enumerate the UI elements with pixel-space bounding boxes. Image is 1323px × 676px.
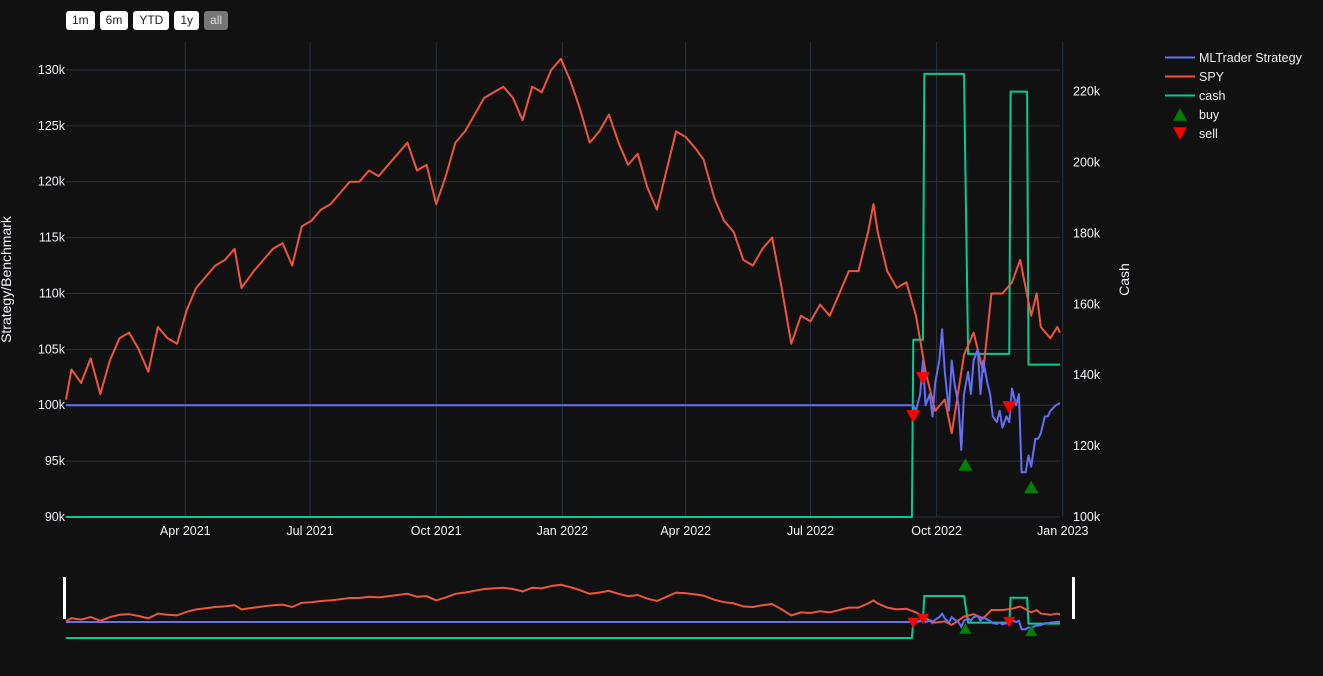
range-slider-sell-marker <box>1003 616 1016 628</box>
sell-marker[interactable] <box>915 372 930 385</box>
legend-label: buy <box>1199 107 1220 122</box>
y-tick-label: 115k <box>39 231 66 245</box>
sell-marker[interactable] <box>906 410 921 423</box>
y2-tick-label: 200k <box>1073 156 1101 170</box>
y2-tick-label: 140k <box>1073 368 1101 382</box>
range-6m-button[interactable]: 6m <box>99 11 129 30</box>
legend-label: MLTrader Strategy <box>1199 50 1302 65</box>
y2-tick-label: 220k <box>1073 85 1101 99</box>
range-slider-buy-marker <box>959 622 972 634</box>
range-slider-sell-marker <box>916 613 929 625</box>
legend-item[interactable]: MLTrader Strategy <box>1165 48 1302 67</box>
y-tick-label: 90k <box>45 510 66 524</box>
buy-marker[interactable] <box>958 458 973 471</box>
legend-item[interactable]: cash <box>1165 86 1302 105</box>
range-slider-line <box>65 583 1061 627</box>
y2-tick-label: 160k <box>1073 297 1101 311</box>
range-slider[interactable] <box>63 577 1075 642</box>
buy-marker[interactable] <box>1024 480 1039 494</box>
series-line-mltrader-strategy[interactable] <box>66 328 1061 474</box>
y-tick-label: 120k <box>38 175 66 189</box>
y-tick-label: 110k <box>39 286 66 300</box>
legend-item[interactable]: SPY <box>1165 67 1302 86</box>
x-tick-label: Jan 2023 <box>1037 524 1088 538</box>
axes: Apr 2021 Jul 2021 Oct 2021 Jan 2022 Apr 2022… <box>0 63 1132 538</box>
sell-marker[interactable] <box>1002 401 1017 414</box>
y-tick-label: 100k <box>38 398 66 412</box>
legend-triangle <box>1173 108 1187 121</box>
legend-item[interactable]: buy <box>1165 105 1302 124</box>
legend: MLTrader Strategy SPY cash buy sell <box>1165 48 1302 143</box>
legend-symbol-icon <box>1165 94 1195 97</box>
range-1m-button[interactable]: 1m <box>66 11 95 30</box>
legend-triangle <box>1173 127 1187 140</box>
range-slider-line <box>66 612 1061 631</box>
range-selector: 1m 6m YTD 1y all <box>66 11 229 30</box>
grid-lines <box>66 42 1064 518</box>
range-slider-buy-marker <box>1025 625 1038 637</box>
range-1y-button[interactable]: 1y <box>174 11 200 30</box>
x-tick-label: Jul 2021 <box>286 524 333 538</box>
y2-axis-title: Cash <box>1116 263 1132 296</box>
y2-tick-label: 100k <box>1073 510 1101 524</box>
y2-tick-label: 120k <box>1073 439 1101 453</box>
range-ytd-button[interactable]: YTD <box>133 11 170 30</box>
x-tick-label: Oct 2021 <box>411 524 462 538</box>
plot-area[interactable] <box>65 57 1061 518</box>
x-tick-label: Jan 2022 <box>537 524 588 538</box>
x-tick-label: Jul 2022 <box>787 524 834 538</box>
legend-symbol-icon <box>1173 127 1187 140</box>
legend-item[interactable]: sell <box>1165 124 1302 143</box>
legend-label: sell <box>1199 126 1218 141</box>
y-tick-label: 125k <box>38 119 66 133</box>
range-slider-sell-marker <box>907 617 920 629</box>
series-line-cash[interactable] <box>66 72 1060 518</box>
legend-label: SPY <box>1199 69 1225 84</box>
x-tick-label: Apr 2022 <box>660 524 711 538</box>
legend-symbol-icon <box>1165 75 1195 78</box>
y-tick-label: 105k <box>38 342 66 356</box>
range-slider-left-handle[interactable] <box>63 577 66 619</box>
x-tick-label: Oct 2022 <box>911 524 962 538</box>
y2-tick-label: 180k <box>1073 226 1101 240</box>
legend-symbol-icon <box>1173 108 1187 121</box>
y-tick-label: 130k <box>38 63 66 77</box>
range-slider-right-handle[interactable] <box>1072 577 1075 619</box>
legend-label: cash <box>1199 88 1226 103</box>
range-all-button[interactable]: all <box>204 11 229 30</box>
y-tick-label: 95k <box>45 454 66 468</box>
legend-symbol-icon <box>1165 56 1195 59</box>
series-line-spy[interactable] <box>65 57 1061 435</box>
x-tick-label: Apr 2021 <box>160 524 211 538</box>
y-axis-title: Strategy/Benchmark <box>0 215 14 343</box>
